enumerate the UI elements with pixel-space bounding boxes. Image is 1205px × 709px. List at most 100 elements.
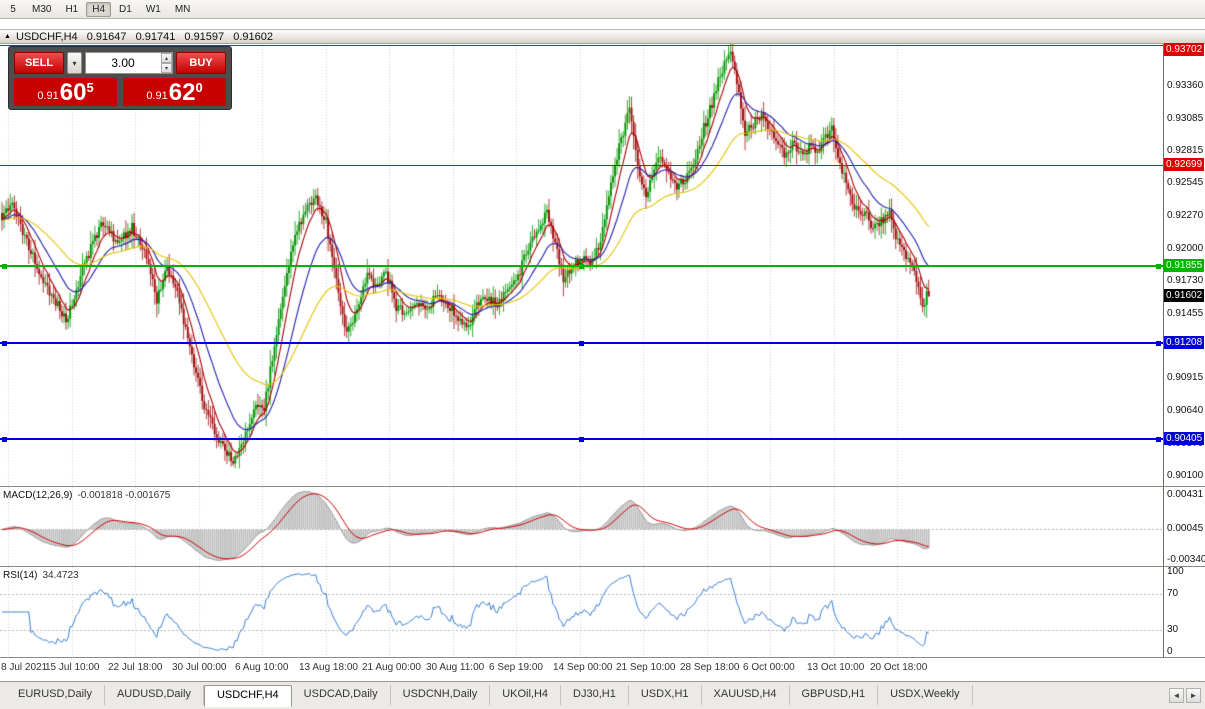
chart-symbol-ohlc: USDCHF,H4 0.91647 0.91741 0.91597 0.9160… [16,31,279,43]
time-tick-label: 20 Oct 18:00 [870,662,928,673]
time-tick-label: 21 Sep 10:00 [616,662,676,673]
chart-tab-bar: EURUSD,Daily AUDUSD,Daily USDCHF,H4 USDCAD,… [0,681,1205,709]
timeframe-button-h1[interactable]: H1 [65,3,79,15]
line-selection-handle[interactable] [2,263,7,269]
sell-price-display[interactable]: 0.91 60 5 [14,78,117,106]
tab-usdx-weekly[interactable]: USDX,Weekly [878,685,973,705]
timeframe-toolbar: 5 M30 H1 H4 D1 W1 MN [0,0,1205,19]
buy-price-prefix: 0.91 [146,90,168,102]
time-tick-label: 22 Jul 18:00 [108,662,163,673]
panel-separator[interactable] [0,486,1205,487]
close-value: 0.91602 [233,30,273,43]
volume-field-wrap: ▴ ▾ [85,52,173,74]
rsi-name: RSI(14) [3,570,38,581]
time-tick-label: 28 Sep 18:00 [680,662,740,673]
volume-down-icon[interactable]: ▾ [161,63,172,73]
macd-axis-top-label: 0.00431 [1167,489,1204,500]
macd-values: -0.001818 -0.001675 [77,490,171,501]
tab-usdcad-daily[interactable]: USDCAD,Daily [292,685,391,705]
price-tick-label: 0.92815 [1167,145,1204,157]
tab-usdchf-h4[interactable]: USDCHF,H4 [203,685,292,707]
rsi-panel-canvas[interactable] [0,567,1163,657]
price-tick-label: 0.90100 [1167,469,1204,481]
rsi-axis-label: 0 [1167,646,1173,657]
time-tick-label: 14 Sep 00:00 [553,662,613,673]
tab-xauusd-h4[interactable]: XAUUSD,H4 [702,685,790,705]
price-tick-label: 0.92270 [1167,210,1204,222]
rsi-axis-label: 100 [1167,566,1184,577]
panel-separator[interactable] [0,566,1205,567]
volume-up-icon[interactable]: ▴ [161,53,172,63]
line-price-label: 0.91208 [1164,336,1204,350]
line-price-label: 0.93702 [1164,43,1204,56]
price-axis: 0.00431 0.00045 -0.00340 0.936300.933600… [1164,43,1205,681]
volume-dropdown-button[interactable]: ▾ [67,52,82,74]
price-tick-label: 0.90640 [1167,405,1204,417]
panel-separator[interactable] [0,657,1205,658]
line-selection-handle[interactable] [1156,437,1161,443]
timeframe-button-w1[interactable]: W1 [145,3,161,15]
tab-gbpusd-h1[interactable]: GBPUSD,H1 [790,685,879,705]
horizontal-line-0.92699[interactable] [0,165,1163,167]
current-price-label: 0.91602 [1164,289,1204,303]
timeframe-button-5[interactable]: 5 [10,3,16,15]
tab-usdx-h1[interactable]: USDX,H1 [629,685,702,705]
rsi-value: 34.4723 [42,570,79,581]
chart-title-bar: ▲ USDCHF,H4 0.91647 0.91741 0.91597 0.91… [0,29,1205,44]
timeframe-button-d1[interactable]: D1 [119,3,132,15]
tab-usdcnh-daily[interactable]: USDCNH,Daily [391,685,491,705]
line-selection-handle[interactable] [2,437,7,443]
buy-price-pips: 62 [168,79,196,106]
price-tick-label: 0.91455 [1167,307,1204,319]
tab-dj30-h1[interactable]: DJ30,H1 [561,685,629,705]
time-tick-label: 6 Oct 00:00 [743,662,795,673]
time-tick-label: 21 Aug 00:00 [362,662,421,673]
price-axis-border [1163,43,1164,658]
tab-audusd-daily[interactable]: AUDUSD,Daily [105,685,204,705]
rsi-axis-label: 30 [1167,624,1179,635]
time-tick-label: 6 Aug 10:00 [235,662,289,673]
time-tick-label: 15 Jul 10:00 [45,662,100,673]
open-value: 0.91647 [86,30,127,43]
line-price-label: 0.91855 [1164,258,1204,272]
line-price-label: 0.90405 [1164,432,1204,446]
line-selection-handle[interactable] [1156,263,1161,269]
buy-button[interactable]: BUY [176,52,226,74]
tabs-scroll-left-button[interactable]: ◄ [1169,688,1184,703]
chart-body: ▲ USDCHF,H4 0.91647 0.91741 0.91597 0.91… [0,19,1205,681]
line-selection-handle[interactable] [579,437,584,443]
price-tick-label: 0.90915 [1167,372,1204,384]
buy-price-display[interactable]: 0.91 62 0 [123,78,226,106]
timeframe-button-m30[interactable]: M30 [32,3,52,15]
collapse-triangle-icon[interactable]: ▲ [4,33,11,40]
horizontal-line-0.93702[interactable] [0,45,1163,47]
rsi-axis-label: 70 [1167,588,1179,599]
macd-panel-canvas[interactable] [0,487,1163,566]
sell-price-pips: 60 [59,79,87,106]
macd-axis-mid-label: 0.00045 [1167,523,1204,535]
line-price-label: 0.92699 [1164,158,1204,172]
price-tick-label: 0.91730 [1167,274,1204,286]
time-tick-label: 8 Jul 2021 [1,662,48,673]
time-tick-label: 13 Aug 18:00 [299,662,358,673]
macd-name: MACD(12,26,9) [3,490,73,501]
tabs-scroll-right-button[interactable]: ► [1186,688,1201,703]
price-tick-label: 0.93360 [1167,80,1204,92]
low-value: 0.91597 [184,30,225,43]
sell-button[interactable]: SELL [14,52,64,74]
line-selection-handle[interactable] [2,341,7,347]
one-click-trading-panel: SELL ▾ ▴ ▾ BUY 0.91 60 5 0.9 [8,46,232,110]
line-selection-handle[interactable] [1156,341,1161,347]
time-tick-label: 13 Oct 10:00 [807,662,865,673]
macd-axis-bottom-label: -0.00340 [1167,554,1205,565]
tab-eurusd-daily[interactable]: EURUSD,Daily [6,685,105,705]
tab-ukoil-h4[interactable]: UKOil,H4 [490,685,562,705]
line-selection-handle[interactable] [579,263,584,269]
timeframe-button-h4[interactable]: H4 [86,1,112,17]
volume-input[interactable] [85,52,173,74]
line-selection-handle[interactable] [579,341,584,347]
high-value: 0.91741 [135,30,176,43]
timeframe-button-mn[interactable]: MN [174,3,191,15]
sell-price-point: 5 [86,80,94,95]
